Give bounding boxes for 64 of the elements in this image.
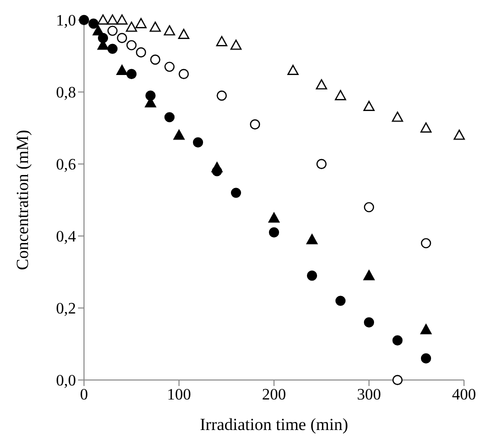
point	[173, 130, 185, 140]
point	[136, 47, 146, 58]
point	[306, 270, 318, 281]
point	[268, 212, 280, 223]
point	[178, 68, 189, 80]
y-tick-label: 0,8	[56, 84, 76, 102]
x-tick-label: 200	[262, 386, 286, 404]
point	[392, 374, 403, 386]
x-tick-label: 400	[452, 386, 476, 404]
point	[88, 18, 99, 29]
point	[164, 62, 175, 72]
point	[216, 36, 228, 46]
point	[306, 234, 318, 244]
point	[126, 68, 137, 80]
y-tick-label: 0,2	[56, 300, 76, 318]
point	[116, 14, 128, 25]
point	[106, 14, 118, 25]
point	[97, 14, 109, 25]
point	[420, 122, 432, 133]
point	[192, 137, 204, 148]
point	[150, 22, 161, 32]
point	[335, 296, 346, 306]
point	[178, 28, 190, 39]
point	[334, 90, 346, 100]
point	[316, 158, 327, 170]
point	[364, 317, 374, 328]
point	[316, 79, 328, 90]
point	[126, 22, 138, 32]
y-tick-label: 0,4	[56, 228, 76, 246]
point	[420, 353, 432, 364]
point	[454, 130, 465, 140]
y-tick-label: 0,6	[56, 156, 76, 174]
point	[268, 227, 280, 238]
point	[392, 112, 404, 122]
x-tick-label: 300	[357, 386, 381, 404]
point	[145, 90, 156, 101]
point	[107, 44, 118, 54]
point	[164, 112, 175, 122]
point	[216, 90, 227, 101]
point	[150, 54, 160, 65]
point	[164, 25, 176, 36]
x-tick-label: 0	[80, 386, 88, 404]
x-axis-title: Irradiation time (min)	[200, 415, 348, 434]
point	[116, 64, 128, 75]
point	[92, 25, 104, 36]
point	[230, 188, 242, 198]
point	[126, 40, 137, 50]
y-tick-label: 0,0	[56, 372, 76, 390]
point	[420, 324, 432, 334]
point	[250, 119, 260, 130]
point	[392, 335, 403, 346]
point	[135, 18, 147, 28]
point	[287, 64, 299, 75]
y-axis-title: Concentration (mM)	[13, 130, 32, 270]
point	[364, 202, 374, 212]
x-tick-label: 100	[167, 386, 191, 404]
point	[211, 162, 223, 172]
y-tick-label: 1,0	[56, 12, 76, 30]
point	[363, 100, 375, 111]
point	[420, 238, 432, 248]
point	[230, 40, 242, 50]
point	[107, 26, 118, 36]
point	[116, 32, 128, 44]
point	[363, 270, 375, 280]
